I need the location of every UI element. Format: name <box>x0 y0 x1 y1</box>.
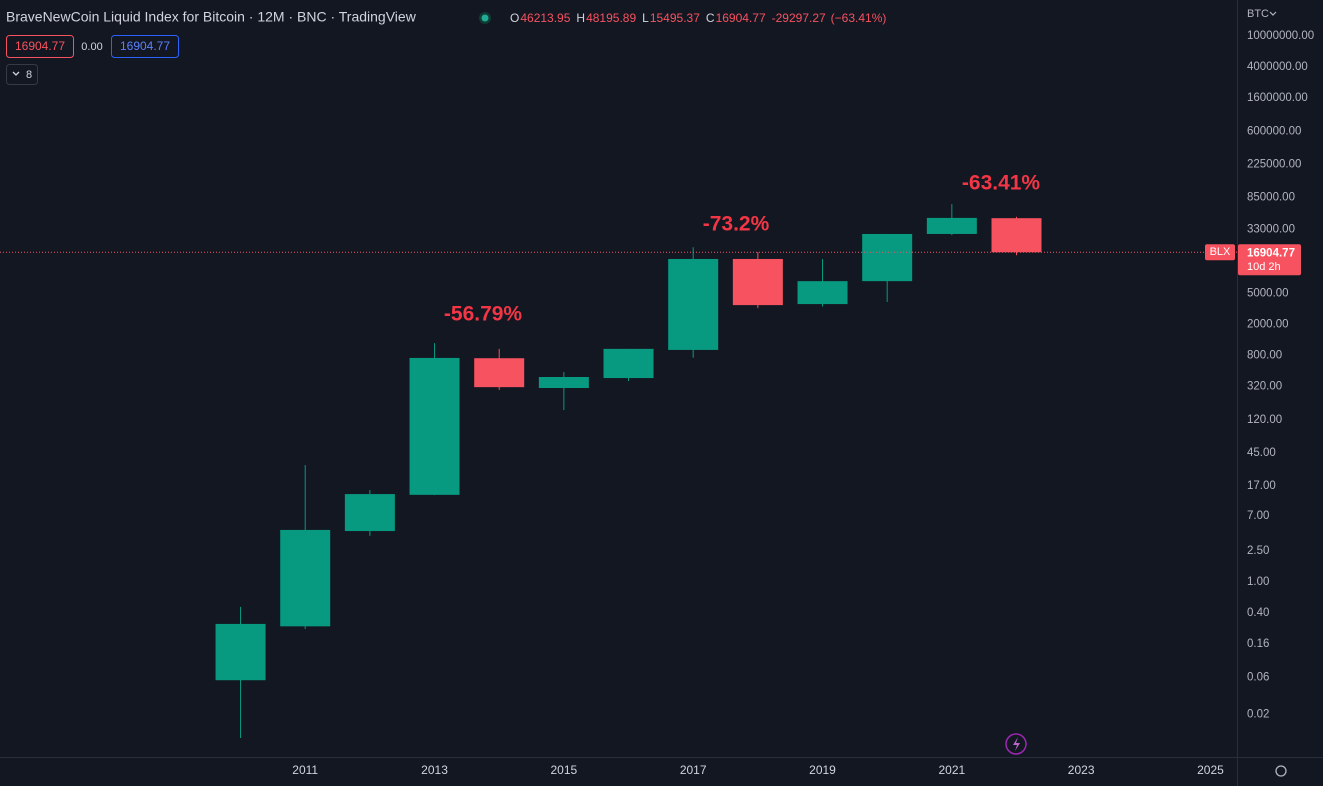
annotation: -73.2% <box>703 213 770 236</box>
candle-body <box>732 258 783 306</box>
y-tick-label: 0.40 <box>1247 607 1269 619</box>
symbol-tag: BLX <box>1210 246 1231 258</box>
ohlc-legend: O 46213.95 H 48195.89 L 15495.37 C 16904.77 -292… <box>510 11 886 25</box>
y-tick-label: 2000.00 <box>1247 319 1289 331</box>
y-tick-label: 225000.00 <box>1247 159 1301 171</box>
y-tick-label: 600000.00 <box>1247 125 1301 137</box>
legend-label: L <box>642 11 649 25</box>
candle-body <box>603 348 654 379</box>
candle-layer <box>215 204 1042 738</box>
y-tick-label: 0.02 <box>1247 709 1269 721</box>
legend-label: C <box>706 11 715 25</box>
x-tick-label: 2023 <box>1068 763 1095 777</box>
candle-body <box>991 218 1042 253</box>
legend-value: 15495.37 <box>650 11 700 25</box>
legend-value: 16904.77 <box>716 11 766 25</box>
candle-body <box>797 281 848 305</box>
lightning-icon <box>1013 737 1020 751</box>
settings-icon[interactable] <box>1275 765 1287 777</box>
legend-change: -29297.27 <box>772 11 826 25</box>
status-dot <box>481 14 489 22</box>
indicator-toggle[interactable] <box>6 64 38 85</box>
indicator-count[interactable]: 8 <box>26 69 32 81</box>
currency-label[interactable]: BTC <box>1247 8 1269 20</box>
legend-value: 46213.95 <box>520 11 570 25</box>
spread: 0.00 <box>81 41 102 53</box>
symbol-tag-box <box>1205 244 1235 261</box>
y-tick-label: 1.00 <box>1247 576 1269 588</box>
candle-body <box>926 217 977 234</box>
chart-title: BraveNewCoin Liquid Index for Bitcoin · … <box>6 9 417 25</box>
candle-body <box>862 233 913 282</box>
price-tag: 16904.77 <box>1247 247 1295 259</box>
x-tick-label: 2021 <box>938 763 965 777</box>
buy-price[interactable]: 16904.77 <box>120 39 170 53</box>
sell-box[interactable] <box>6 35 74 58</box>
y-tick-label: 17.00 <box>1247 480 1276 492</box>
candle-body <box>215 623 266 681</box>
y-tick-label: 320.00 <box>1247 381 1282 393</box>
y-tick-label: 0.06 <box>1247 671 1269 683</box>
y-tick-label: 2.50 <box>1247 545 1269 557</box>
candle-body <box>668 258 719 350</box>
annotation: -63.41% <box>962 172 1041 195</box>
candle-body <box>409 357 460 495</box>
y-tick-label: 4000000.00 <box>1247 61 1308 73</box>
x-tick-label: 2011 <box>292 763 318 777</box>
candle-body <box>280 529 331 627</box>
y-tick-label: 800.00 <box>1247 350 1282 362</box>
y-tick-label: 5000.00 <box>1247 288 1289 300</box>
legend-change-percent: (−63.41%) <box>831 11 887 25</box>
y-tick-label: 7.00 <box>1247 510 1269 522</box>
buy-box[interactable] <box>111 35 179 58</box>
y-tick-label: 1600000.00 <box>1247 92 1308 104</box>
legend-label: H <box>576 11 585 25</box>
chevron-icon <box>12 71 20 76</box>
x-tick-label: 2013 <box>421 763 448 777</box>
legend-value: 48195.89 <box>586 11 636 25</box>
y-tick-label: 33000.00 <box>1247 224 1295 236</box>
annotation: -56.79% <box>444 303 523 326</box>
candle-body <box>474 358 525 388</box>
chevron-icon <box>1269 11 1277 16</box>
countdown: 10d 2h <box>1247 261 1281 273</box>
y-tick-label: 10000000.00 <box>1247 30 1314 42</box>
price-tag-box <box>1238 244 1301 276</box>
x-tick-label: 2015 <box>551 763 578 777</box>
x-tick-label: 2017 <box>680 763 707 777</box>
y-tick-label: 120.00 <box>1247 414 1282 426</box>
x-tick-label: 2025 <box>1197 763 1224 777</box>
y-tick-label: 0.16 <box>1247 638 1269 650</box>
legend-label: O <box>510 11 519 25</box>
y-tick-label: 45.00 <box>1247 447 1276 459</box>
events-icon[interactable] <box>1005 733 1027 755</box>
overlay: BLX 16904.77 10d 2h -56.79% -73.2% -63.41% <box>0 172 1301 326</box>
sell-price[interactable]: 16904.77 <box>15 39 65 53</box>
y-tick-label: 85000.00 <box>1247 192 1295 204</box>
x-tick-label: 2019 <box>809 763 836 777</box>
candle-body <box>344 494 395 532</box>
candle-body <box>538 376 589 389</box>
